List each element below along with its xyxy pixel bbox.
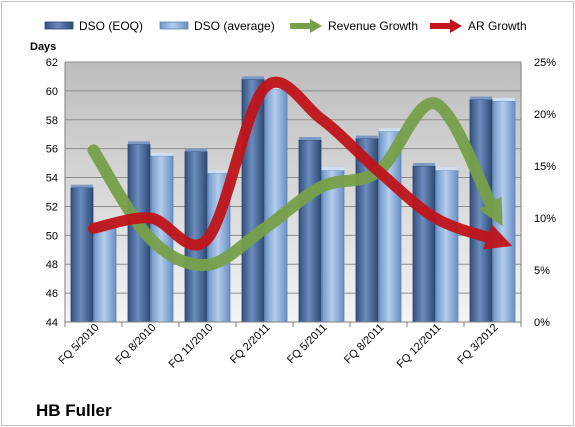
y-tick-label: 56 <box>46 144 58 156</box>
y-tick-label: 62 <box>46 57 58 69</box>
y-axis-ticks: 44 46 48 50 52 54 56 58 60 62 <box>46 57 58 329</box>
bar-top <box>413 163 435 166</box>
bar <box>93 223 117 323</box>
x-tick-label: FQ 11/2010 <box>167 322 216 371</box>
bar <box>412 165 436 323</box>
bar-top <box>470 96 492 100</box>
bar <box>321 169 345 323</box>
legend-swatch <box>159 21 189 30</box>
y2-tick-label: 20% <box>534 109 556 121</box>
bar-group <box>70 184 94 323</box>
y2-tick-label: 5% <box>534 265 550 277</box>
legend-label: Revenue Growth <box>328 19 418 33</box>
bar <box>435 169 459 323</box>
y2-tick-label: 15% <box>534 161 556 173</box>
legend-label: DSO (average) <box>194 19 275 33</box>
y-axis-label: Days <box>30 41 56 53</box>
legend-swatch <box>44 21 74 30</box>
y-tick-label: 60 <box>46 86 58 98</box>
y2-tick-label: 10% <box>534 213 556 225</box>
axes <box>64 62 522 327</box>
x-tick-label: FQ 2/2011 <box>228 322 273 367</box>
x-tick-label: FQ 5/2011 <box>285 322 330 367</box>
legend-item: DSO (average) <box>159 19 275 33</box>
bar-top <box>322 167 344 171</box>
y-tick-label: 50 <box>46 230 58 242</box>
legend-arrow-icon <box>450 19 462 33</box>
legend-item: DSO (EOQ) <box>44 19 143 33</box>
bar-top <box>208 170 230 174</box>
x-tick-label: FQ 12/2011 <box>395 322 444 371</box>
y-tick-label: 52 <box>46 201 58 213</box>
bar-top <box>379 128 401 132</box>
bar <box>70 187 94 323</box>
y-tick-label: 46 <box>46 288 58 300</box>
bar <box>264 89 288 323</box>
bar-top <box>128 141 150 145</box>
bar-group <box>435 167 459 323</box>
legend-arrow-icon <box>310 19 322 33</box>
x-tick-label: FQ 8/2011 <box>342 322 387 367</box>
bar-group <box>298 137 322 323</box>
x-tick-label: FQ 5/2010 <box>56 322 101 367</box>
bar-top <box>71 184 93 188</box>
bar-top <box>356 135 378 139</box>
bar-top <box>299 137 321 140</box>
bar-group <box>412 163 436 323</box>
bar-group <box>93 220 117 323</box>
bar-top <box>151 152 173 156</box>
revenue-growth-line <box>87 97 503 271</box>
legend-item: Revenue Growth <box>290 19 418 33</box>
legend: DSO (EOQ) DSO (average) Revenue Growth AR G… <box>44 19 527 33</box>
y-tick-label: 44 <box>46 317 58 329</box>
legend-label: AR Growth <box>468 19 527 33</box>
x-tick-label: FQ 8/2010 <box>113 322 158 367</box>
x-axis-ticks: FQ 5/2010 FQ 8/2010 FQ 11/2010 FQ 2/2011 FQ … <box>56 322 500 371</box>
chart-title: HB Fuller <box>36 401 112 420</box>
bar-group <box>321 167 345 323</box>
y2-tick-label: 0% <box>534 317 550 329</box>
bar-top <box>493 98 515 101</box>
y2-axis-ticks: 0% 5% 10% 15% 20% 25% <box>534 57 556 329</box>
y-tick-label: 48 <box>46 259 58 271</box>
growth-lines <box>87 76 513 271</box>
ar-growth-line <box>88 76 513 251</box>
y-tick-label: 54 <box>46 173 58 185</box>
y-tick-label: 58 <box>46 115 58 127</box>
y2-tick-label: 25% <box>534 57 556 69</box>
x-tick-label: FQ 3/2012 <box>455 322 500 367</box>
bar <box>298 139 322 323</box>
bar-top <box>436 167 458 171</box>
bar-group <box>264 86 288 323</box>
bar-top <box>242 76 264 80</box>
legend-label: DSO (EOQ) <box>79 19 143 33</box>
legend-item: AR Growth <box>430 19 527 33</box>
bar-top <box>185 148 207 152</box>
